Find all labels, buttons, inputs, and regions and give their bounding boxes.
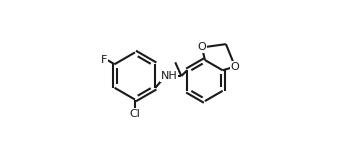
Text: F: F xyxy=(101,55,107,65)
Text: NH: NH xyxy=(161,71,178,81)
Text: Cl: Cl xyxy=(129,109,140,119)
Text: O: O xyxy=(198,42,206,52)
Text: O: O xyxy=(231,62,239,71)
